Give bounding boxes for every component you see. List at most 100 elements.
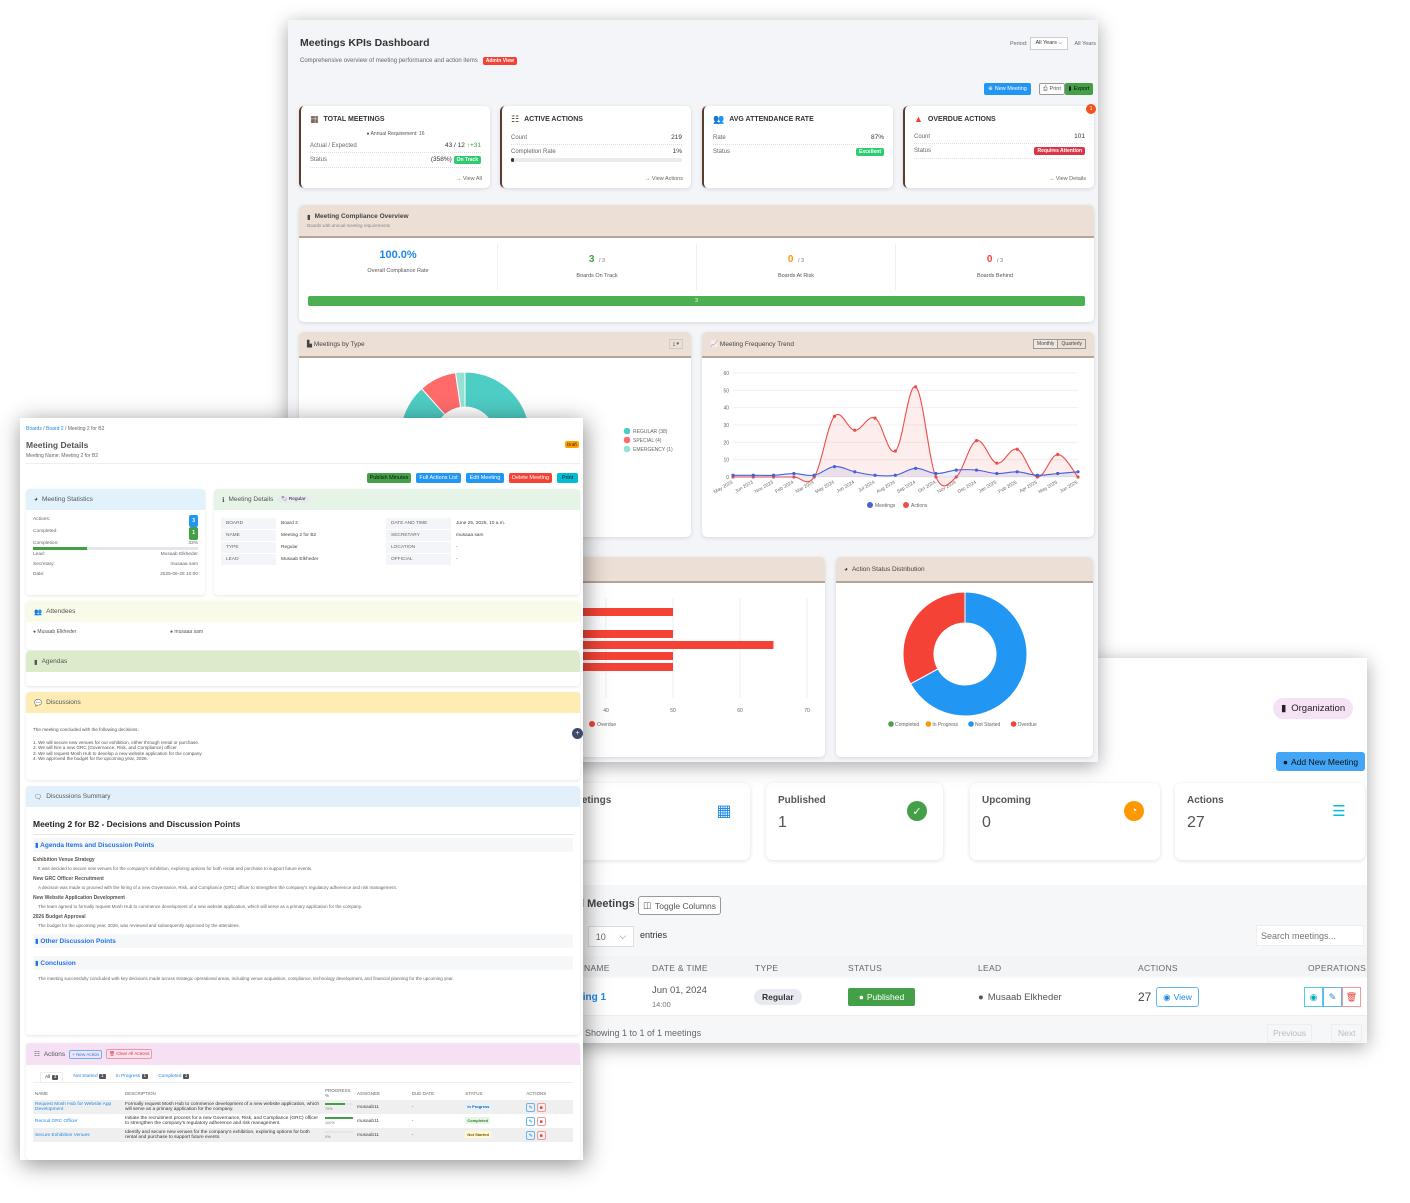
full-actions-list-button[interactable]: Full Actions List	[416, 473, 461, 483]
page-size-select[interactable]: 10 ⌵	[588, 926, 634, 947]
add-new-meeting-button[interactable]: ● Add New Meeting	[1276, 752, 1365, 771]
view-button[interactable]: ◉ View	[1156, 987, 1199, 1007]
action-tab[interactable]: Not Started 1	[73, 1074, 106, 1079]
action-status-card: ◕ Action Status Distribution Completed In …	[836, 557, 1093, 757]
legend-label: Not Started	[975, 722, 1001, 728]
notification-badge[interactable]: 1	[1086, 104, 1096, 114]
assistant-fab[interactable]: +	[572, 728, 583, 739]
action-tab[interactable]: In Progress 1	[115, 1074, 149, 1079]
data-point	[812, 473, 816, 477]
export-button[interactable]: ▮ Export	[1065, 83, 1093, 95]
col-name[interactable]: NAME	[584, 963, 610, 973]
y-tick-label: 50	[723, 388, 729, 394]
edit-icon[interactable]: ✎	[526, 1130, 536, 1140]
trash-icon[interactable]: ■	[536, 1102, 546, 1112]
view-actions-link[interactable]: → View Actions	[644, 176, 683, 182]
action-name-link[interactable]: Secure Exhibition Venues	[35, 1132, 90, 1138]
data-point	[853, 470, 857, 474]
col-type[interactable]: TYPE	[755, 963, 779, 973]
publish-minutes-button[interactable]: Publish Minutes	[367, 473, 411, 483]
agenda-heading: ▮ Agenda Items and Discussion Points	[33, 838, 573, 852]
operation-delete-button[interactable]: 🗑	[1342, 987, 1361, 1007]
data-point	[934, 475, 938, 479]
data-point	[995, 461, 999, 465]
x-tick-label: Jun 2024	[836, 479, 856, 494]
compliance-overview: ▮ Meeting Compliance Overview Boards with…	[299, 205, 1094, 322]
type-badge: 🏷 Regular	[277, 496, 310, 503]
pie-slice	[909, 591, 1028, 717]
legend-label: Actions	[911, 503, 928, 509]
eye-icon: ◉	[1163, 991, 1171, 1002]
col-operations: OPERATIONS	[1308, 963, 1367, 973]
previous-button[interactable]: Previous	[1267, 1024, 1313, 1042]
edit-meeting-button[interactable]: Edit Meeting	[466, 473, 504, 483]
y-tick-label: 10	[723, 458, 729, 464]
operation-edit-button[interactable]: ✎	[1323, 987, 1342, 1007]
new-meeting-button[interactable]: ⊕ New Meeting	[984, 83, 1031, 95]
action-tab[interactable]: Completed 1	[158, 1074, 190, 1079]
x-tick-label: Jul 2024	[857, 479, 876, 493]
action-tab[interactable]: All 3	[40, 1072, 64, 1082]
data-point	[751, 473, 755, 477]
view-details-link[interactable]: → View Details	[1048, 176, 1086, 182]
col-actions[interactable]: ACTIONS	[1138, 963, 1178, 973]
table-title: All Meetings	[570, 898, 635, 910]
plus-circle-icon: ●	[1282, 756, 1289, 767]
chart-pie-icon: ◕	[34, 496, 38, 503]
x-tick-label: Feb 2025	[998, 479, 1019, 494]
type-badge: Regular	[754, 989, 802, 1005]
monthly-toggle[interactable]: Monthly	[1032, 339, 1059, 349]
meeting-details-window: Boards / Board 2 / Meeting 2 for B2 Meet…	[20, 418, 583, 1160]
table-header	[540, 956, 1367, 976]
action-name-link[interactable]: Request Mosh Hub for Website App Develop…	[35, 1102, 112, 1112]
view-all-link[interactable]: → View All	[455, 176, 482, 182]
data-point	[974, 439, 979, 443]
toggle-columns-button[interactable]: ◫ Toggle Columns	[638, 896, 721, 915]
legend-label: Meetings	[875, 503, 896, 509]
trash-icon[interactable]: ■	[536, 1130, 546, 1140]
x-tick-label: Feb 2024	[774, 479, 795, 494]
status-badge: ● Published	[848, 988, 915, 1006]
legend-marker	[903, 502, 909, 508]
users-icon: 👥	[713, 114, 725, 124]
action-name-link[interactable]: Recruit GRC Officer	[35, 1118, 78, 1124]
x-tick-label: May 2025	[1037, 479, 1059, 495]
col-date[interactable]: DATE & TIME	[652, 963, 708, 973]
organization-badge[interactable]: ▮ Organization	[1273, 698, 1354, 719]
data-point	[954, 468, 958, 472]
data-point	[832, 414, 837, 418]
x-tick-label: Sep 2024	[896, 479, 917, 495]
completion-progress	[511, 158, 682, 162]
download-dropdown[interactable]: ⤓ ▾	[668, 339, 683, 349]
period-select[interactable]: All Years ⌵	[1030, 37, 1068, 50]
column-header: DESCRIPTION	[125, 1090, 156, 1096]
quarterly-toggle[interactable]: Quarterly	[1058, 339, 1086, 349]
search-meetings-input[interactable]	[1256, 925, 1364, 946]
legend-marker	[589, 721, 595, 727]
edit-icon[interactable]: ✎	[526, 1102, 536, 1112]
kpi-overdue-actions: ▲ OVERDUE ACTIONS Count 101 Status Requires…	[903, 106, 1094, 188]
col-status[interactable]: STATUS	[848, 963, 883, 973]
next-button[interactable]: Next	[1331, 1024, 1363, 1042]
attendees-section: 👥 Attendees ● Musaab Elkheder ● musaaa sam	[26, 601, 580, 650]
status-badge: In Progress	[465, 1103, 492, 1110]
meeting-name-link[interactable]: Meeting 1	[560, 992, 607, 1003]
details-table: BOARD Board 2 DATE AND TIME June 25, 2025, …	[221, 518, 571, 566]
col-lead[interactable]: LEAD	[978, 963, 1002, 973]
x-tick-label: May 2024	[814, 479, 836, 495]
edit-icon[interactable]: ✎	[526, 1116, 536, 1126]
delete-meeting-button[interactable]: Delete Meeting	[509, 473, 552, 483]
stat-card-actions: Actions 27 ☰	[1175, 783, 1365, 860]
legend-marker	[888, 721, 894, 727]
discussion-point: New GRC Officer Recruitment A decision wa…	[33, 876, 397, 890]
print-button[interactable]: Print	[557, 473, 578, 483]
new-action-button[interactable]: + New Action	[69, 1049, 103, 1059]
print-button[interactable]: ⎙ Print	[1039, 83, 1065, 95]
clear-actions-button[interactable]: 🗑 Clear All Actions	[106, 1049, 153, 1059]
legend-marker	[623, 427, 631, 435]
data-point	[853, 428, 857, 432]
operation-view-button[interactable]: ◉	[1304, 987, 1323, 1007]
users-icon: 👥	[34, 608, 43, 616]
trash-icon[interactable]: ■	[536, 1116, 546, 1126]
